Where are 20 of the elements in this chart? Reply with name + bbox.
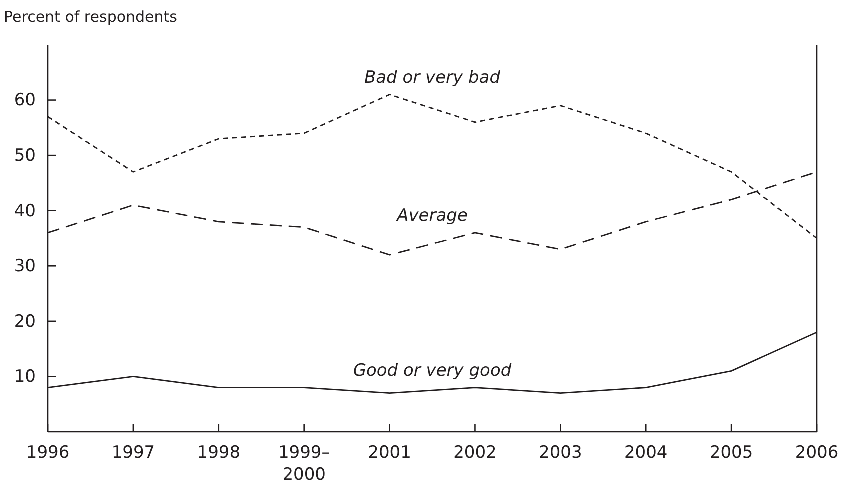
y-tick-label: 10 [14, 367, 36, 388]
series-label: Good or very good [353, 360, 512, 381]
x-tick-label: 1996 [26, 443, 70, 463]
x-tick-label: 2005 [710, 443, 754, 463]
x-tick-label: 2006 [795, 443, 839, 463]
x-tick-label: 1999– 2000 [278, 443, 330, 486]
y-axis-title: Percent of respondents [4, 8, 178, 26]
y-tick-label: 60 [14, 90, 36, 111]
x-tick-label: 1997 [112, 443, 156, 463]
x-tick-label: 2001 [368, 443, 412, 463]
x-tick-label: 2003 [539, 443, 582, 463]
y-tick-label: 20 [14, 312, 36, 332]
x-tick-label: 1998 [197, 443, 241, 463]
x-tick-label: 2002 [454, 443, 497, 463]
y-tick-label: 30 [14, 256, 36, 277]
x-tick-label: 2004 [624, 443, 668, 463]
series-label: Average [396, 206, 468, 226]
y-tick-label: 50 [14, 146, 36, 166]
series-label: Bad or very bad [364, 68, 501, 88]
y-tick-label: 40 [14, 201, 36, 222]
